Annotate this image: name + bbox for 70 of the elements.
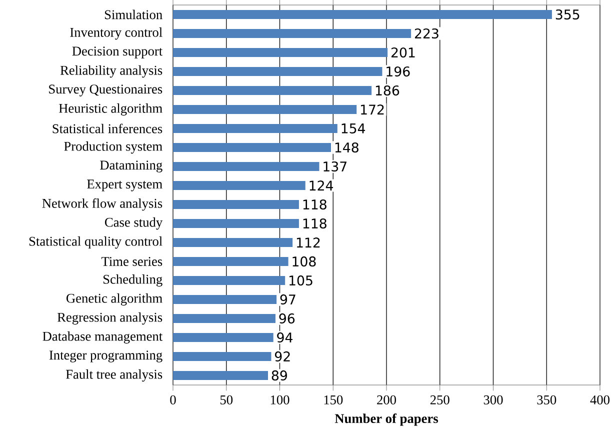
y-tick-label: Network flow analysis [42, 198, 162, 211]
x-tick-label: 100 [270, 395, 290, 404]
bar [173, 67, 382, 76]
data-label: 89 [272, 370, 287, 381]
data-label: 201 [391, 47, 415, 58]
data-label: 108 [292, 256, 316, 267]
bar [173, 48, 388, 57]
y-tick-label: Genetic algorithm [66, 293, 162, 306]
data-label: 172 [361, 104, 384, 114]
bar [173, 200, 299, 209]
data-label: 94 [277, 332, 292, 343]
bar [173, 10, 552, 20]
y-tick-label: Decision support [72, 46, 163, 58]
x-tick-label: 400 [590, 395, 610, 404]
bar [173, 256, 288, 266]
y-tick-label: Expert system [87, 180, 162, 192]
data-label: 124 [310, 180, 333, 190]
y-tick-label: Reliability analysis [60, 65, 162, 78]
bar [173, 124, 338, 133]
bar [173, 294, 277, 304]
data-label: 112 [296, 238, 320, 248]
y-tick-label: Simulation [104, 10, 162, 20]
x-tick-label: 300 [484, 395, 503, 404]
data-label: 223 [414, 28, 438, 39]
data-label: 105 [289, 275, 312, 286]
bar [173, 86, 372, 95]
y-tick-label: Statistical inferences [52, 124, 162, 134]
data-label: 186 [376, 85, 400, 96]
y-tick-label: Database management [42, 331, 163, 344]
y-tick-label: Regression analysis [57, 312, 162, 325]
bar [173, 162, 320, 171]
y-tick-label: Integer programming [49, 350, 162, 362]
data-label: 355 [556, 9, 580, 20]
bar [173, 218, 299, 228]
y-tick-label: Heuristic algorithm [58, 103, 162, 116]
y-tick-label: Inventory control [70, 27, 162, 40]
bar [173, 276, 286, 285]
y-tick-label: Case study [105, 217, 163, 230]
y-tick-label: Statistical quality control [29, 236, 162, 249]
x-tick-label: 200 [377, 395, 396, 404]
y-tick-label: Fault tree analysis [66, 369, 162, 382]
data-label: 96 [279, 313, 295, 324]
bar [173, 352, 272, 361]
y-tick-label: Scheduling [104, 274, 162, 287]
data-label: 196 [386, 66, 410, 77]
bar [173, 370, 268, 380]
x-axis-title: Number of papers [334, 414, 438, 426]
bar [173, 314, 276, 323]
data-label: 148 [335, 142, 358, 153]
bar [173, 238, 293, 247]
x-tick-label: 250 [430, 395, 450, 404]
y-tick-label: Survey Questionaires [49, 84, 162, 96]
x-tick-label: 150 [324, 395, 343, 404]
bar [173, 180, 306, 190]
bar [173, 332, 274, 342]
x-tick-label: 350 [537, 395, 556, 404]
bar [173, 142, 331, 152]
data-label: 97 [280, 294, 296, 305]
x-tick-label: 50 [220, 395, 233, 404]
data-label: 154 [342, 124, 366, 134]
bar [173, 105, 357, 114]
y-tick-label: Time series [101, 257, 162, 266]
y-tick-label: Datamining [100, 160, 162, 172]
data-label: 118 [303, 199, 326, 210]
data-label: 92 [274, 351, 290, 362]
x-tick-label: 0 [170, 395, 176, 404]
data-label: 137 [324, 161, 346, 172]
data-label: 118 [303, 218, 326, 229]
y-tick-label: Production system [64, 141, 162, 154]
bar [173, 29, 412, 38]
